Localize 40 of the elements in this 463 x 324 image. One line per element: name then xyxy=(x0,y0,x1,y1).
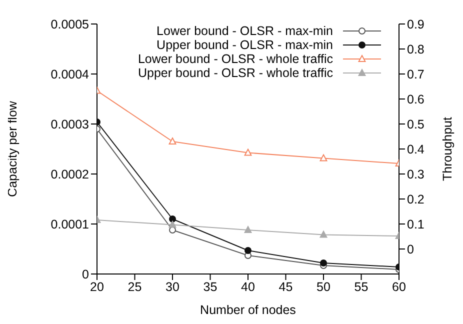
point xyxy=(320,260,327,266)
x-tick-label: 35 xyxy=(203,280,218,294)
y2-tick-label: 0.8 xyxy=(407,42,424,56)
y2-tick-label: 0.2 xyxy=(407,192,424,206)
y2-tick-label: 0.9 xyxy=(407,17,424,32)
y-tick-label: 0.0004 xyxy=(50,67,90,82)
y-tick-label: 0.0005 xyxy=(50,17,90,32)
point xyxy=(244,148,252,156)
point xyxy=(244,226,252,233)
point xyxy=(320,154,328,162)
legend-label: Lower bound - OLSR - max-min xyxy=(156,24,333,38)
x-tick-label: 20 xyxy=(90,280,104,294)
point xyxy=(320,230,328,238)
y2-tick-label: 0.1 xyxy=(407,217,424,232)
x-tick-label: 45 xyxy=(278,280,293,294)
y-tick-label: 0 xyxy=(82,267,90,282)
legend-label: Lower bound - OLSR - whole traffic xyxy=(138,52,333,66)
point xyxy=(169,216,176,222)
y2-tick-label: 0.7 xyxy=(407,67,424,82)
x-tick-label: 60 xyxy=(392,280,406,294)
x-tick-label: 50 xyxy=(316,280,330,294)
point xyxy=(244,247,252,254)
y2-tick-label: 0 xyxy=(407,242,414,256)
y-tick-label: 0.0002 xyxy=(50,167,90,182)
x-tick-label: 55 xyxy=(354,280,368,294)
point xyxy=(168,138,176,144)
x-axis-title: Number of nodes xyxy=(200,303,296,317)
y-tick-label: 0.0003 xyxy=(50,117,90,132)
y2-tick-label: 0.5 xyxy=(407,117,424,132)
y2-tick-label: 0.4 xyxy=(407,142,424,156)
x-tick-label: 30 xyxy=(166,280,180,294)
legend-label: Upper bound - OLSR - whole traffic xyxy=(138,66,333,80)
x-tick-label: 40 xyxy=(241,280,255,294)
point xyxy=(168,220,176,228)
x-tick-label: 25 xyxy=(128,280,142,294)
legend-label: Upper bound - OLSR - max-min xyxy=(156,38,333,52)
y-tick-label: 0.0001 xyxy=(50,217,90,232)
y2-axis-title: Throughput xyxy=(440,116,454,181)
y2-tick-label: 0.3 xyxy=(407,167,424,182)
y2-tick-label: 0.6 xyxy=(407,92,424,106)
